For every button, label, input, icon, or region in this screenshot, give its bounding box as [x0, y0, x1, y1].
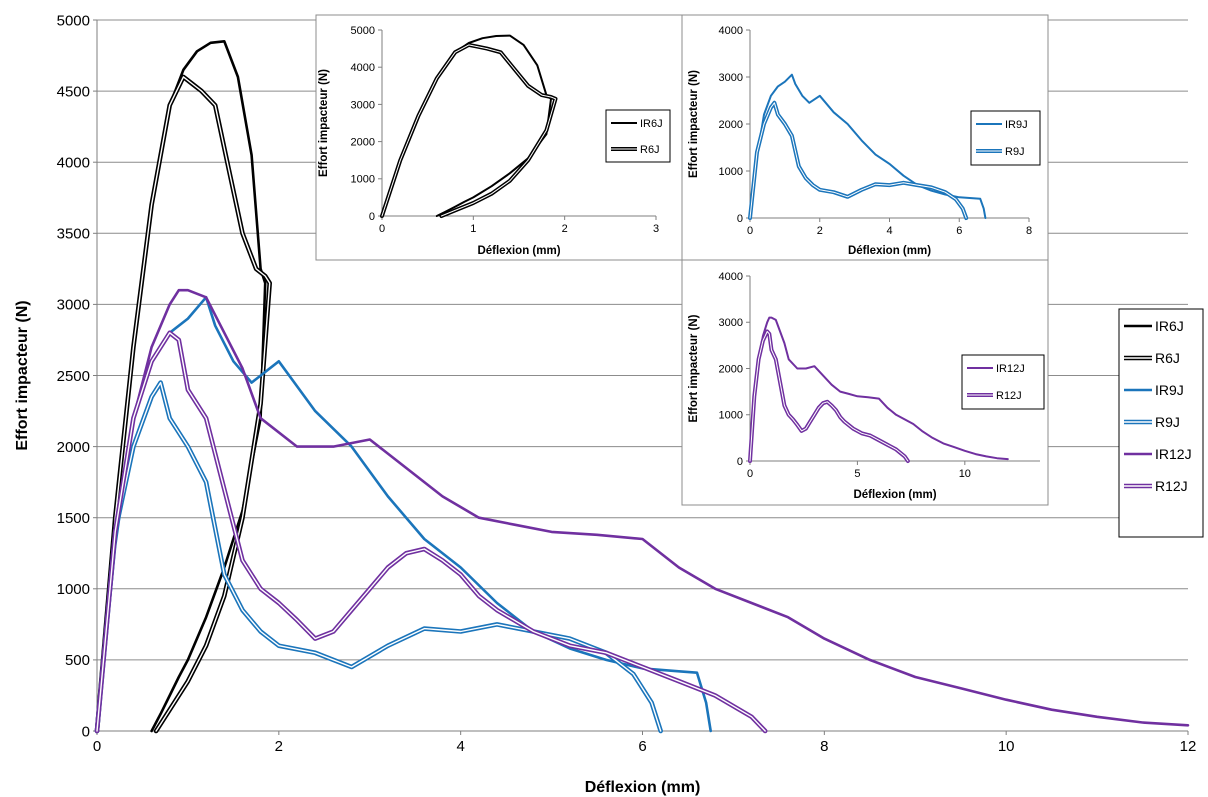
x-tick-label: 10 [959, 468, 971, 480]
x-axis-title: Déflexion (mm) [585, 779, 701, 796]
series-ir12j-line [749, 316, 1009, 462]
legend-label-r12j: R12J [1155, 478, 1188, 494]
series-ir9j-line [95, 295, 713, 733]
series-ir12j-line [95, 288, 1190, 733]
legend-box [961, 354, 1045, 410]
x-tick-label: 5 [854, 468, 860, 480]
legend-box [970, 110, 1041, 166]
y-tick-label: 5000 [351, 25, 375, 37]
y-tick-label: 4000 [351, 62, 375, 74]
x-tick-label: 8 [820, 738, 828, 755]
series-ir6j-line [95, 39, 267, 733]
x-axis-title: Déflexion (mm) [477, 245, 560, 257]
legend-label-r9j: R9J [1155, 414, 1180, 430]
y-tick-label: 3000 [719, 317, 743, 329]
legend-label-r6j: R6J [1155, 350, 1180, 366]
y-axis-title: Effort impacteur (N) [318, 69, 330, 177]
legend-label-r12j: R12J [996, 390, 1022, 402]
y-tick-label: 4000 [719, 25, 743, 37]
y-tick-label: 3000 [351, 99, 375, 111]
inset-chart-12j: 0 1000 2000 3000 4000 0 5 10 Déflexion (mm) Effor… [681, 259, 1049, 506]
series-r6j-outline [94, 74, 273, 734]
x-tick-label: 3 [653, 223, 659, 235]
y-tick-label: 1500 [57, 510, 90, 527]
series-r6j-inner [381, 44, 556, 217]
y-tick-label: 1000 [57, 581, 90, 598]
y-tick-label: 0 [737, 213, 743, 225]
y-tick-label: 500 [65, 652, 90, 669]
x-tick-label: 0 [747, 225, 753, 237]
x-tick-label: 2 [562, 223, 568, 235]
y-tick-label: 2000 [719, 363, 743, 375]
y-tick-label: 2000 [57, 439, 90, 456]
y-tick-label: 3000 [719, 72, 743, 84]
y-tick-label: 0 [82, 723, 90, 740]
y-tick-label: 2000 [719, 119, 743, 131]
y-axis-title: Effort impacteur (N) [14, 300, 31, 450]
y-tick-label: 3000 [57, 297, 90, 314]
y-tick-label: 1000 [719, 166, 743, 178]
x-tick-label: 8 [1026, 225, 1032, 237]
series-r12j-inner [749, 331, 909, 462]
main-chart: 0500100015002000250030003500400045005000… [14, 12, 1204, 796]
y-tick-label: 4000 [719, 271, 743, 283]
legend-label-r9j: R9J [1005, 146, 1025, 158]
legend-label-ir9j: IR9J [1005, 119, 1028, 131]
series-r9j-outline [94, 380, 664, 734]
y-tick-label: 2500 [57, 368, 90, 385]
legend-box [605, 109, 671, 163]
inset-chart-9j: 0 1000 2000 3000 4000 0 2 4 6 8 Déflexion (mm) Effo… [681, 14, 1049, 261]
x-tick-label: 0 [93, 738, 101, 755]
x-tick-label: 12 [1180, 738, 1197, 755]
x-tick-label: 10 [998, 738, 1015, 755]
x-tick-label: 6 [638, 738, 646, 755]
y-axis-title: Effort impacteur (N) [688, 70, 700, 178]
x-tick-label: 4 [456, 738, 464, 755]
legend-label-ir6j: IR6J [1155, 318, 1184, 334]
y-tick-label: 5000 [57, 12, 90, 29]
x-tick-label: 6 [956, 225, 962, 237]
series-r9j-inner [749, 102, 967, 219]
y-tick-label: 3500 [57, 226, 90, 243]
legend-label-ir12j: IR12J [996, 363, 1025, 375]
series-r12j-inner [96, 332, 766, 732]
series-r6j-inner [96, 76, 271, 732]
x-tick-label: 0 [747, 468, 753, 480]
legend-label-r6j: R6J [640, 144, 660, 156]
legend-label-ir6j: IR6J [640, 118, 663, 130]
series-r9j-inner [96, 381, 662, 732]
x-tick-label: 2 [275, 738, 283, 755]
y-tick-label: 1000 [719, 410, 743, 422]
x-tick-label: 0 [379, 223, 385, 235]
y-tick-label: 4500 [57, 83, 90, 100]
x-tick-label: 2 [817, 225, 823, 237]
y-tick-label: 0 [737, 456, 743, 468]
y-axis-title: Effort impacteur (N) [688, 314, 700, 422]
series-ir9j-line [749, 73, 987, 219]
x-tick-label: 1 [470, 223, 476, 235]
legend-label-ir9j: IR9J [1155, 382, 1184, 398]
y-tick-label: 2000 [351, 136, 375, 148]
x-tick-label: 4 [886, 225, 892, 237]
x-axis-title: Déflexion (mm) [853, 489, 936, 501]
legend-label-ir12j: IR12J [1155, 446, 1192, 462]
y-tick-label: 0 [369, 211, 375, 223]
y-tick-label: 1000 [351, 174, 375, 186]
y-tick-label: 4000 [57, 154, 90, 171]
x-axis-title: Déflexion (mm) [848, 245, 931, 257]
inset-chart-6j: 0 1000 2000 3000 4000 5000 0 1 2 3 Déflexion (mm) E… [315, 14, 683, 261]
